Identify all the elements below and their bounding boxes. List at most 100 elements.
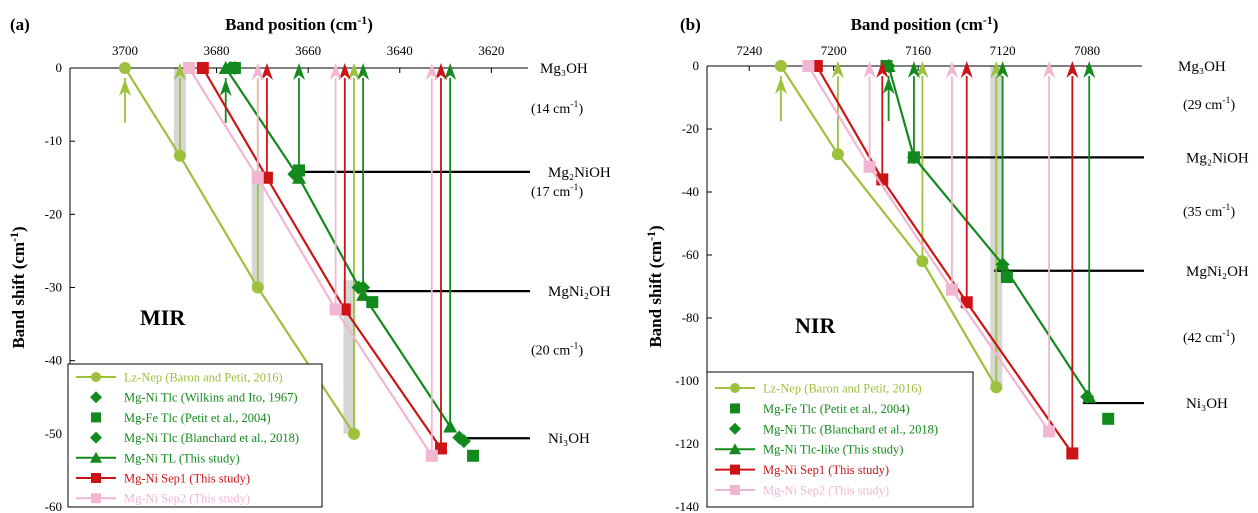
species-label: Mg₂NiOH <box>1186 150 1249 166</box>
legend-entry: Mg-Ni Sep2 (This study) <box>76 492 250 506</box>
legend-label: Mg-Ni Sep2 (This study) <box>763 484 889 498</box>
triangle-marker <box>90 451 102 463</box>
series-line <box>124 67 355 435</box>
arrow-head <box>118 79 131 96</box>
arrow-head <box>960 61 973 78</box>
square-marker <box>434 442 447 455</box>
arrow-head <box>444 63 457 80</box>
gap-annotation-text: (29 cm <box>1183 98 1222 113</box>
square-marker <box>260 171 273 184</box>
legend: Lz-Nep (Baron and Petit, 2016) Mg-Fe Tlc … <box>706 371 974 508</box>
arrow-head <box>831 61 844 78</box>
x-tick-label: 3700 <box>112 43 138 58</box>
gap-annotation-text: (14 cm <box>531 102 570 117</box>
legend-box <box>706 371 974 508</box>
series-group <box>810 60 1079 460</box>
square-marker <box>338 303 351 316</box>
triangle-marker <box>292 170 306 184</box>
x-axis-title: Band position (cm-1) <box>851 13 999 34</box>
gap-annotation-text: (17 cm <box>531 185 570 200</box>
gap-annotation-end: ) <box>1230 98 1235 113</box>
y-tick-label: -120 <box>675 436 699 451</box>
arrow-head <box>425 63 438 80</box>
legend-entry: Mg-Fe Tlc (Petit et al., 2004) <box>730 402 910 416</box>
panel-label: (b) <box>680 15 701 34</box>
legend-entry: Mg-Ni Tlc-like (This study) <box>715 443 903 457</box>
arrow-head <box>329 63 342 80</box>
square-marker <box>91 412 101 423</box>
y-tick-label: 0 <box>693 58 700 73</box>
square-marker <box>1043 425 1056 438</box>
legend-entry: Mg-Ni Tlc (Wilkins and Ito, 1967) <box>90 391 298 405</box>
y-tick-label: -30 <box>45 280 62 295</box>
x-tick-label: 3620 <box>478 43 504 58</box>
series-line <box>779 65 998 388</box>
legend-entry: Mg-Fe Tlc (Petit et al., 2004) <box>91 411 271 425</box>
series-line <box>224 67 452 428</box>
gap-annotation-sup: -1 <box>1222 202 1230 213</box>
square-marker <box>91 493 101 504</box>
arrow-head <box>338 63 351 80</box>
gap-annotation-end: ) <box>1230 205 1235 220</box>
square-marker <box>425 449 438 462</box>
triangle-marker <box>218 61 233 74</box>
triangle-marker <box>443 419 458 433</box>
gap-annotation: (35 cm-1) <box>1183 202 1235 220</box>
x-tick-label: 3640 <box>387 43 413 58</box>
legend-label: Mg-Fe Tlc (Petit et al., 2004) <box>763 402 910 416</box>
y-axis-title-text: Band shift (cm <box>9 242 28 349</box>
square-marker <box>251 171 264 184</box>
x-tick-label: 7160 <box>905 43 931 58</box>
legend-label: Mg-Ni TL (This study) <box>124 451 240 465</box>
circle-marker <box>91 372 101 382</box>
x-axis-title-text: Band position (cm <box>851 15 983 34</box>
y-tick-label: -40 <box>682 184 699 199</box>
x-tick-label: 7120 <box>990 43 1016 58</box>
legend-label: Mg-Ni Sep2 (This study) <box>124 492 250 506</box>
y-axis-title: Band shift (cm-1) <box>644 225 665 347</box>
arrow-head <box>996 61 1009 78</box>
gap-annotation-end: ) <box>578 102 583 117</box>
square-marker <box>730 485 740 495</box>
legend-entry: Mg-Ni Tlc (Blanchard et al., 2018) <box>90 431 299 445</box>
x-axis-title-end: ) <box>367 15 373 34</box>
circle-marker <box>774 60 787 72</box>
x-tick-label: 7200 <box>821 43 847 58</box>
legend-entry: Mg-Ni TL (This study) <box>76 451 240 465</box>
arrow-head <box>774 77 787 94</box>
legend-entry: Lz-Nep (Baron and Petit, 2016) <box>715 382 922 396</box>
square-marker <box>91 473 101 483</box>
y-axis-title-end: ) <box>646 225 665 231</box>
arrow-head <box>219 79 232 96</box>
legend-entry: Mg-Ni Sep2 (This study) <box>715 484 889 498</box>
legend-label: Lz-Nep (Baron and Petit, 2016) <box>124 371 283 385</box>
x-tick-label: 7080 <box>1074 43 1100 58</box>
gap-annotation-end: ) <box>578 344 583 359</box>
circle-marker <box>118 62 131 74</box>
circle-marker <box>990 381 1003 394</box>
y-tick-label: -10 <box>45 133 62 148</box>
legend-label: Mg-Ni Tlc-like (This study) <box>763 443 903 457</box>
gap-annotation: (17 cm-1) <box>531 182 583 200</box>
gap-annotation-text: (20 cm <box>531 344 570 359</box>
triangle-marker <box>729 443 741 455</box>
arrow-head <box>434 63 447 80</box>
plot-label: NIR <box>795 313 836 338</box>
y-axis-title: Band shift (cm-1) <box>7 226 28 348</box>
circle-marker <box>916 255 929 268</box>
circle-marker <box>347 427 360 440</box>
plot-label: MIR <box>140 305 186 330</box>
x-tick-label: 3680 <box>204 43 230 58</box>
series-line <box>807 65 1050 433</box>
diamond-marker <box>90 391 102 404</box>
gap-annotation: (14 cm-1) <box>531 99 583 117</box>
series-group <box>183 62 438 462</box>
arrow-head <box>173 63 186 80</box>
species-label: Mg₂NiOH <box>548 165 611 181</box>
legend-label: Mg-Ni Tlc (Blanchard et al., 2018) <box>124 431 299 445</box>
gap-annotation-sup: -1 <box>570 99 578 110</box>
arrow-head <box>882 77 895 94</box>
square-marker <box>730 464 740 475</box>
legend-label: Mg-Ni Tlc (Wilkins and Ito, 1967) <box>124 391 298 405</box>
gap-annotation-end: ) <box>1230 331 1235 346</box>
